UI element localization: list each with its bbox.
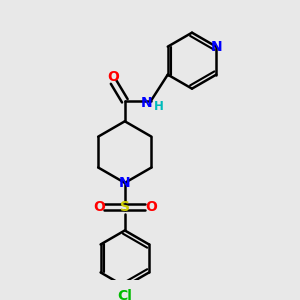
- Text: S: S: [120, 200, 130, 214]
- Text: O: O: [145, 200, 157, 214]
- Text: O: O: [93, 200, 105, 214]
- Text: H: H: [154, 100, 164, 113]
- Text: N: N: [140, 96, 152, 110]
- Text: N: N: [119, 176, 130, 190]
- Text: N: N: [210, 40, 222, 54]
- Text: O: O: [107, 70, 118, 84]
- Text: Cl: Cl: [117, 289, 132, 300]
